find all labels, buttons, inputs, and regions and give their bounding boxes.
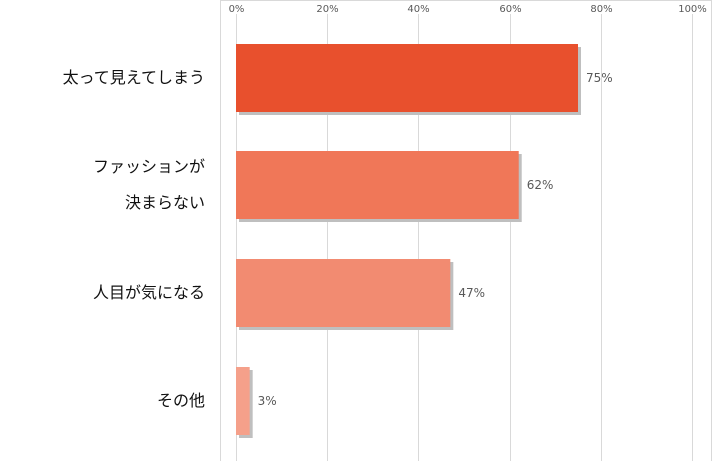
x-tick-label: 60% xyxy=(499,4,521,15)
bar xyxy=(236,44,578,112)
category-label: ファッションが決まらない xyxy=(93,149,205,221)
x-tick-label: 100% xyxy=(678,4,707,15)
plot-frame xyxy=(220,0,712,461)
category-label: 人目が気になる xyxy=(93,275,205,311)
x-tick-label: 40% xyxy=(407,4,429,15)
category-label-line: 決まらない xyxy=(124,193,205,212)
data-label: 3% xyxy=(258,394,277,408)
bar xyxy=(236,151,519,219)
category-label-line: その他 xyxy=(156,391,205,410)
x-tick-label: 0% xyxy=(229,4,245,15)
category-label-line: 人目が気になる xyxy=(92,283,205,302)
x-tick-label: 20% xyxy=(316,4,338,15)
category-label-line: ファッションが xyxy=(92,157,205,176)
bar xyxy=(236,367,250,435)
bar xyxy=(236,259,451,327)
data-label: 75% xyxy=(586,71,613,85)
category-label: 太って見えてしまう xyxy=(63,60,205,96)
category-label-line: 太って見えてしまう xyxy=(62,68,205,87)
data-label: 47% xyxy=(458,286,485,300)
data-label: 62% xyxy=(527,178,554,192)
x-tick-label: 80% xyxy=(590,4,612,15)
category-label: その他 xyxy=(157,383,205,419)
